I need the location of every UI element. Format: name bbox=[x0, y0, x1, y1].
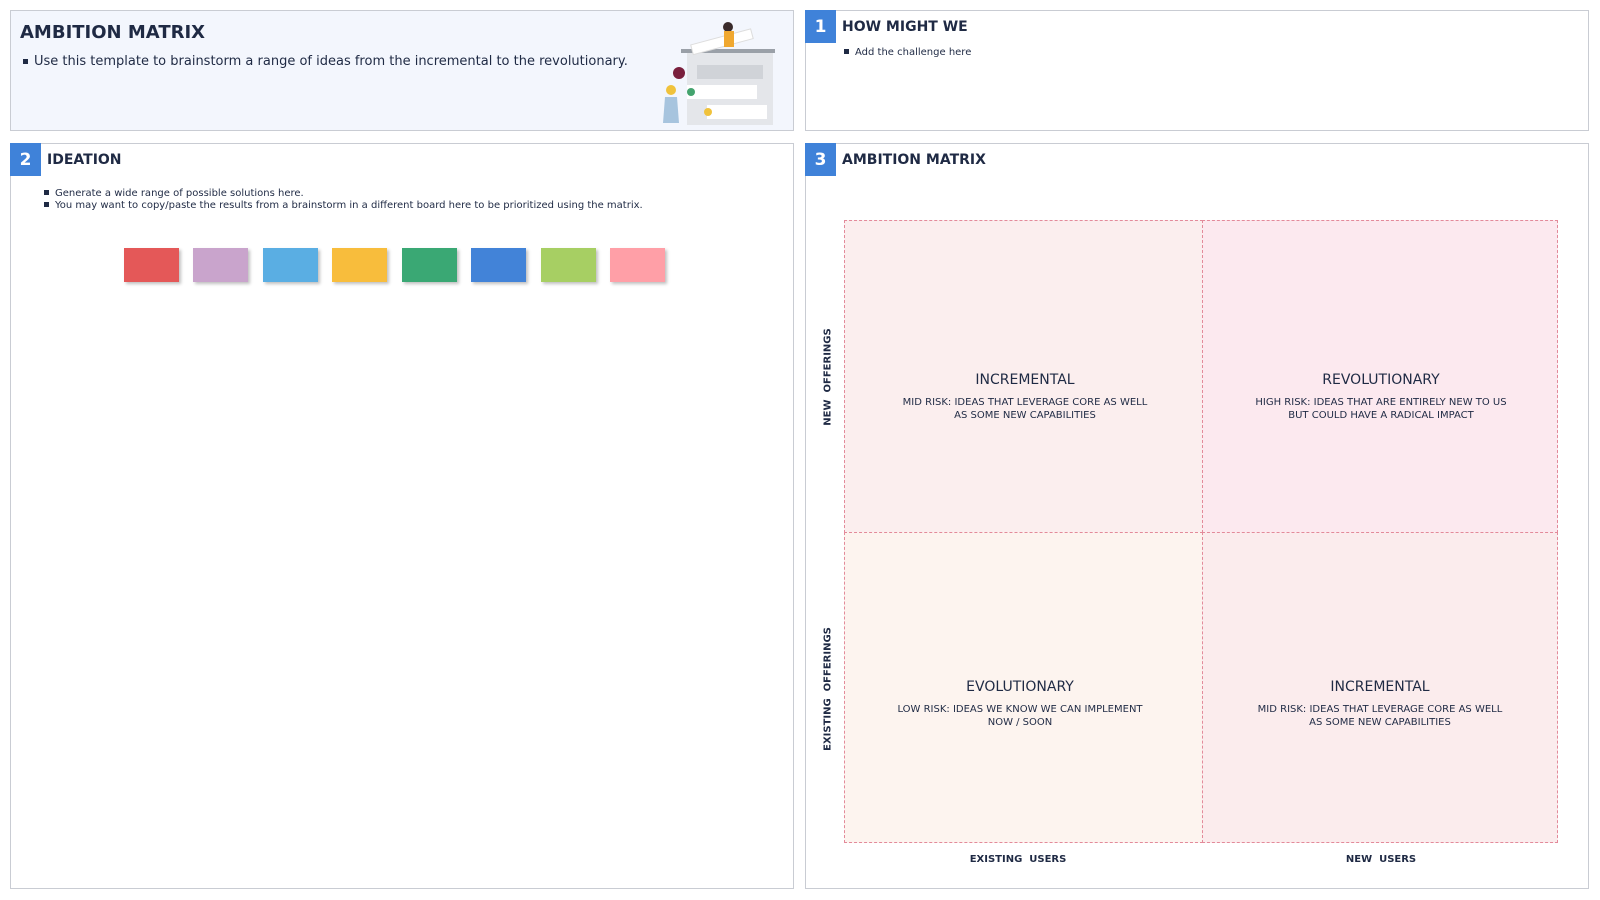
quadrant-title: INCREMENTAL bbox=[1330, 679, 1430, 695]
bullet: Add the challenge here bbox=[844, 47, 971, 58]
quadrant-title: REVOLUTIONARY bbox=[1322, 372, 1440, 388]
quadrant bbox=[844, 532, 1203, 843]
y-axis-label: NEW OFFERINGS bbox=[822, 328, 834, 426]
person bbox=[723, 22, 733, 32]
badge: 3 bbox=[805, 143, 836, 176]
x-axis-label: EXISTING USERS bbox=[969, 854, 1067, 865]
sticky-note[interactable] bbox=[263, 248, 318, 282]
sticky-note[interactable] bbox=[610, 248, 665, 282]
badge: 2 bbox=[10, 143, 41, 176]
header-panel: AMBITION MATRIX Use this template to bra… bbox=[10, 10, 794, 131]
panel-title: IDEATION bbox=[47, 152, 122, 168]
person2 bbox=[666, 85, 676, 95]
dot bbox=[687, 88, 695, 96]
illustration bbox=[663, 22, 775, 125]
card bbox=[707, 105, 767, 119]
person2 bbox=[663, 97, 679, 123]
sticky-note[interactable] bbox=[541, 248, 596, 282]
panel-1: 1 HOW MIGHT WE Add the challenge here bbox=[805, 10, 1589, 131]
quadrant bbox=[1202, 220, 1558, 533]
quadrant-description: HIGH RISK: IDEAS THAT ARE ENTIRELY NEW T… bbox=[1255, 397, 1507, 421]
sticky-note[interactable] bbox=[193, 248, 248, 282]
x-axis-label: NEW USERS bbox=[1345, 854, 1417, 865]
sticky-note[interactable] bbox=[332, 248, 387, 282]
quadrant bbox=[1202, 532, 1558, 843]
header-title: AMBITION MATRIX bbox=[20, 22, 206, 43]
dot bbox=[704, 108, 712, 116]
plank bbox=[690, 28, 754, 56]
sticky-note[interactable] bbox=[402, 248, 457, 282]
panel-title: HOW MIGHT WE bbox=[842, 19, 968, 35]
board-top bbox=[681, 49, 775, 53]
quadrant-title: INCREMENTAL bbox=[975, 372, 1075, 388]
bullet: You may want to copy/paste the results f… bbox=[44, 200, 643, 211]
quadrant-description: LOW RISK: IDEAS WE KNOW WE CAN IMPLEMENT… bbox=[897, 704, 1143, 728]
badge: 1 bbox=[805, 10, 836, 43]
sticky-note[interactable] bbox=[124, 248, 179, 282]
quadrant-title: EVOLUTIONARY bbox=[966, 679, 1074, 695]
header-bullet: Use this template to brainstorm a range … bbox=[23, 54, 628, 69]
card bbox=[697, 65, 763, 79]
quadrant-description: MID RISK: IDEAS THAT LEVERAGE CORE AS WE… bbox=[1257, 704, 1503, 728]
quadrant-description: MID RISK: IDEAS THAT LEVERAGE CORE AS WE… bbox=[902, 397, 1148, 421]
sticky-note[interactable] bbox=[471, 248, 526, 282]
plus-icon bbox=[673, 67, 685, 79]
bullet: Generate a wide range of possible soluti… bbox=[44, 188, 304, 199]
panel-title: AMBITION MATRIX bbox=[842, 152, 986, 168]
y-axis-label: EXISTING OFFERINGS bbox=[822, 627, 834, 751]
person bbox=[724, 31, 734, 47]
card bbox=[687, 85, 757, 99]
